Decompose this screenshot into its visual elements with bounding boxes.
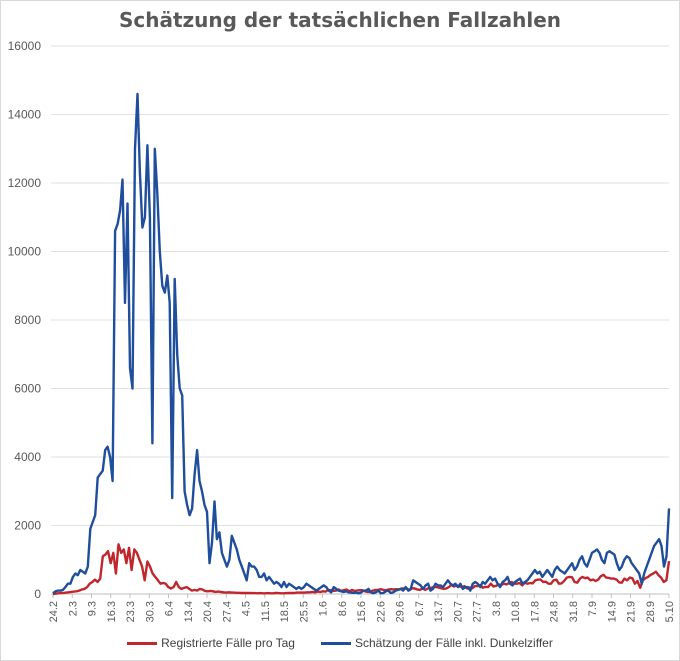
x-tick-label: 27.4 (221, 601, 233, 622)
x-tick-label: 28.9 (645, 601, 657, 622)
y-tick-label: 10000 (8, 245, 42, 259)
y-tick-label: 14000 (8, 108, 42, 122)
series-line-estimated (52, 92, 671, 595)
series-lines (52, 92, 671, 596)
x-tick-label: 7.9 (587, 601, 599, 616)
x-tick-label: 4.5 (241, 601, 253, 616)
x-tick-label: 9.3 (87, 601, 99, 616)
chart-title: Schätzung der tatsächlichen Fallzahlen (118, 8, 562, 32)
x-tick-label: 21.9 (626, 601, 638, 622)
y-tick-label: 6000 (14, 382, 41, 396)
x-tick-label: 22.6 (375, 601, 387, 622)
x-tick-label: 31.8 (568, 601, 580, 622)
x-tick-label: 24.8 (549, 601, 561, 622)
y-tick-label: 8000 (14, 313, 41, 327)
x-tick-label: 15.6 (356, 601, 368, 622)
legend-swatch-registered (127, 641, 158, 645)
x-tick-label: 8.6 (337, 601, 349, 616)
legend-item-estimated: Schätzung der Fälle inkl. Dunkelziffer (320, 636, 553, 650)
y-tick-label: 0 (34, 587, 41, 601)
x-tick-label: 24.2 (48, 601, 60, 622)
y-tick-label: 4000 (14, 450, 41, 464)
legend-swatch-estimated (320, 641, 351, 645)
x-tick-label: 6.4 (164, 601, 176, 616)
x-tick-label: 16.3 (106, 601, 118, 622)
x-tick-label: 30.3 (144, 601, 156, 622)
x-tick-label: 13.4 (183, 601, 195, 622)
x-tick-label: 18.5 (279, 601, 291, 622)
x-tick-label: 14.9 (606, 601, 618, 622)
x-tick-label: 17.8 (529, 601, 541, 622)
series-line-registered (52, 543, 671, 596)
y-axis: 0 2000 4000 6000 8000 10000 12000 14000 16000 (8, 39, 42, 601)
x-tick-label: 10.8 (510, 601, 522, 622)
x-tick-label: 25.5 (298, 601, 310, 622)
x-tick-label: 5.10 (664, 601, 676, 622)
x-axis: 24.2 2.3 9.3 16.3 23.3 30.3 6.4 13.4 20.4 27.4 4.5… (48, 594, 676, 622)
legend: Registrierte Fälle pro Tag Schätzung der… (0, 636, 680, 650)
x-tick-label: 1.6 (318, 601, 330, 616)
legend-label-estimated: Schätzung der Fälle inkl. Dunkelziffer (354, 636, 553, 650)
x-tick-label: 3.8 (491, 601, 503, 616)
x-tick-label: 23.3 (125, 601, 137, 622)
x-tick-label: 6.7 (414, 601, 426, 616)
x-tick-label: 27.7 (472, 601, 484, 622)
gridlines (51, 45, 669, 595)
x-tick-label: 20.4 (202, 601, 214, 622)
x-tick-label: 20.7 (452, 601, 464, 622)
x-tick-label: 13.7 (433, 601, 445, 622)
x-tick-label: 11.5 (260, 601, 272, 622)
y-tick-label: 16000 (8, 39, 42, 53)
legend-item-registered: Registrierte Fälle pro Tag (127, 636, 295, 650)
x-tick-label: 29.6 (395, 601, 407, 622)
y-tick-label: 12000 (8, 176, 42, 190)
y-tick-label: 2000 (14, 519, 41, 533)
legend-label-registered: Registrierte Fälle pro Tag (161, 636, 295, 650)
x-tick-label: 2.3 (67, 601, 79, 616)
